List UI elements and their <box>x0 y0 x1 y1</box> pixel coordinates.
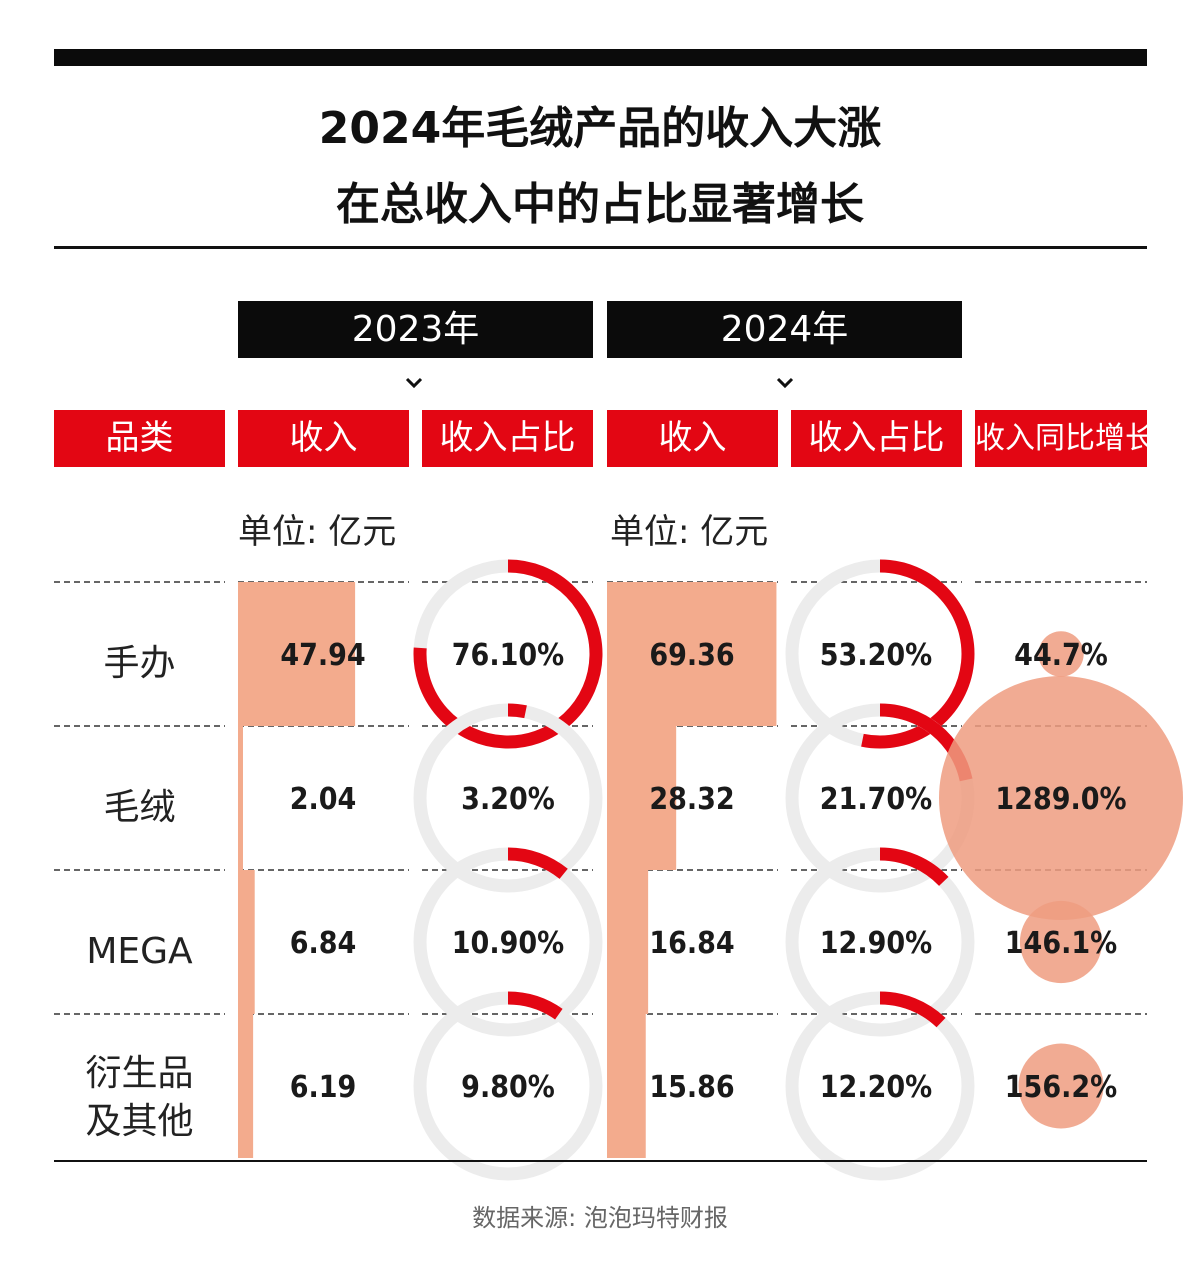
revenue-2023-bar <box>238 870 255 1014</box>
share-2024-label: 21.70% <box>820 782 932 817</box>
chart-title-line-2: 在总收入中的占比显著增长 <box>336 179 864 230</box>
share-2024-ring-arc <box>879 991 946 1028</box>
chart-title-line-1: 2024年毛绒产品的收入大涨 <box>318 103 882 154</box>
growth-bubble <box>1038 631 1084 677</box>
revenue-2024-label: 15.86 <box>649 1070 734 1105</box>
share-2023-ring-arc <box>507 703 527 719</box>
share-2023-label: 10.90% <box>452 926 564 961</box>
share-2023-ring-arc <box>507 991 563 1020</box>
growth-label: 146.1% <box>1005 926 1117 961</box>
share-2023-label: 3.20% <box>461 782 555 817</box>
chevron-down-icon <box>405 377 423 389</box>
growth-bubble <box>1018 1043 1104 1129</box>
category-label: 手办 <box>103 643 176 684</box>
share-2023-label: 9.80% <box>461 1070 555 1105</box>
chevron-down-icon <box>776 377 794 389</box>
revenue-2024-label: 28.32 <box>649 782 734 817</box>
revenue-2023-bar <box>238 582 356 726</box>
header-share-2024: 收入占比 <box>791 410 962 467</box>
header-category: 品类 <box>54 410 225 467</box>
share-2023-label: 76.10% <box>452 638 564 673</box>
growth-bubble <box>1019 900 1103 984</box>
revenue-2023-bar <box>238 1014 254 1158</box>
header-revenue-2024: 收入 <box>607 410 778 467</box>
revenue-2024-label: 69.36 <box>649 638 734 673</box>
revenue-2024-bar <box>607 1014 646 1158</box>
revenue-2024-bar <box>607 582 777 726</box>
revenue-2023-bar <box>238 726 243 870</box>
growth-label: 1289.0% <box>995 782 1126 817</box>
share-2024-ring-arc <box>861 559 975 749</box>
revenue-2023-label: 6.84 <box>290 926 357 961</box>
revenue-2023-label: 2.04 <box>290 782 357 817</box>
share-2024-label: 53.20% <box>820 638 932 673</box>
header-revenue-2023: 收入 <box>238 410 409 467</box>
source-note: 数据来源: 泡泡玛特财报 <box>472 1204 728 1232</box>
share-2023-ring-arc <box>507 847 568 880</box>
table-bottom-rule <box>54 1160 1147 1162</box>
revenue-2024-bar <box>607 726 677 870</box>
year-2024-box: 2024年 <box>607 301 962 358</box>
top-bar <box>54 49 1147 66</box>
title-rule <box>54 246 1147 249</box>
share-2024-label: 12.20% <box>820 1070 932 1105</box>
unit-label-2024: 单位: 亿元 <box>610 512 769 552</box>
growth-label: 156.2% <box>1005 1070 1117 1105</box>
revenue-2024-bar <box>607 870 649 1014</box>
share-2023-ring-arc <box>413 559 603 749</box>
header-growth: 收入同比增长 <box>975 410 1155 467</box>
category-label: MEGA <box>86 931 193 972</box>
growth-bubble <box>939 676 1183 920</box>
category-label: 衍生品 及其他 <box>85 1053 194 1142</box>
header-share-2023: 收入占比 <box>422 410 593 467</box>
share-2024-label: 12.90% <box>820 926 932 961</box>
revenue-2023-label: 6.19 <box>290 1070 357 1105</box>
year-2023-box: 2023年 <box>238 301 593 358</box>
growth-label: 44.7% <box>1014 638 1108 673</box>
share-2024-ring-arc <box>879 847 949 886</box>
revenue-2023-label: 47.94 <box>280 638 365 673</box>
unit-label-2023: 单位: 亿元 <box>238 512 397 552</box>
category-label: 毛绒 <box>103 787 176 828</box>
revenue-2024-label: 16.84 <box>649 926 734 961</box>
